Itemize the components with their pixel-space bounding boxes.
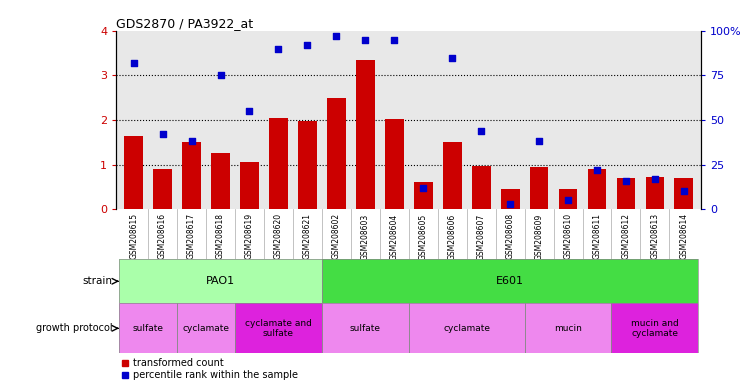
Text: GSM208603: GSM208603 (361, 213, 370, 260)
Text: GSM208620: GSM208620 (274, 213, 283, 260)
Point (185, 138, 197, 144)
Bar (322, 303, 409, 353)
Text: GSM208617: GSM208617 (187, 213, 196, 260)
Bar (674, 178, 693, 209)
Legend: transformed count, percentile rank within the sample: transformed count, percentile rank withi… (121, 358, 298, 380)
Text: GSM208605: GSM208605 (419, 213, 428, 260)
Bar (611, 303, 698, 353)
Text: GSM208607: GSM208607 (477, 213, 486, 260)
Text: GSM208612: GSM208612 (622, 213, 631, 259)
Bar (182, 142, 201, 209)
Bar (269, 118, 288, 209)
Text: sulfate: sulfate (133, 324, 164, 333)
Text: GSM208616: GSM208616 (158, 213, 167, 260)
Bar (211, 154, 230, 209)
Bar (298, 121, 316, 209)
Text: GSM208619: GSM208619 (245, 213, 254, 260)
Text: GSM208618: GSM208618 (216, 213, 225, 259)
Bar (472, 166, 490, 209)
Bar (119, 303, 177, 353)
Text: GSM208604: GSM208604 (390, 213, 399, 260)
Point (244, 108, 256, 114)
Bar (616, 178, 635, 209)
Text: PAO1: PAO1 (206, 276, 235, 286)
Text: growth protocol: growth protocol (36, 323, 112, 333)
Point (678, 189, 690, 195)
Bar (119, 259, 322, 303)
Bar (501, 189, 520, 209)
Bar (240, 162, 259, 209)
Bar (124, 136, 143, 209)
Point (157, 131, 169, 137)
Bar (414, 182, 433, 209)
Point (272, 46, 284, 52)
Text: GDS2870 / PA3922_at: GDS2870 / PA3922_at (116, 17, 254, 30)
Bar (646, 177, 664, 209)
Point (330, 33, 342, 39)
Point (359, 36, 371, 43)
Bar (409, 303, 524, 353)
Point (417, 185, 429, 191)
Text: GSM208602: GSM208602 (332, 213, 340, 260)
Bar (177, 303, 235, 353)
Text: E601: E601 (496, 276, 524, 286)
Text: mucin and
cyclamate: mucin and cyclamate (631, 319, 679, 338)
Point (533, 138, 545, 144)
Point (214, 72, 226, 78)
Bar (530, 167, 548, 209)
Point (620, 178, 632, 184)
Text: cyclamate: cyclamate (182, 324, 230, 333)
Point (302, 42, 313, 48)
Point (128, 60, 140, 66)
Point (504, 201, 516, 207)
Bar (559, 189, 578, 209)
Text: mucin: mucin (554, 324, 582, 333)
Point (591, 167, 603, 173)
Bar (587, 169, 607, 209)
Point (388, 36, 400, 43)
Point (476, 127, 488, 134)
Text: GSM208614: GSM208614 (680, 213, 688, 260)
Text: GSM208609: GSM208609 (535, 213, 544, 260)
Text: strain: strain (82, 276, 112, 286)
Text: GSM208613: GSM208613 (650, 213, 659, 260)
Text: cyclamate and
sulfate: cyclamate and sulfate (245, 319, 312, 338)
Bar (524, 303, 611, 353)
Text: cyclamate: cyclamate (443, 324, 491, 333)
Bar (356, 60, 375, 209)
Bar (327, 98, 346, 209)
Text: GSM208610: GSM208610 (563, 213, 572, 260)
Bar (385, 119, 404, 209)
Text: GSM208611: GSM208611 (592, 213, 602, 259)
Point (562, 197, 574, 204)
Text: sulfate: sulfate (350, 324, 381, 333)
Point (446, 55, 458, 61)
Text: GSM208621: GSM208621 (303, 213, 312, 259)
Text: GSM208615: GSM208615 (129, 213, 138, 260)
Bar (322, 259, 698, 303)
Bar (153, 169, 172, 209)
Bar (442, 142, 461, 209)
Text: GSM208606: GSM208606 (448, 213, 457, 260)
Point (649, 176, 661, 182)
Bar (235, 303, 322, 353)
Text: GSM208608: GSM208608 (506, 213, 515, 260)
